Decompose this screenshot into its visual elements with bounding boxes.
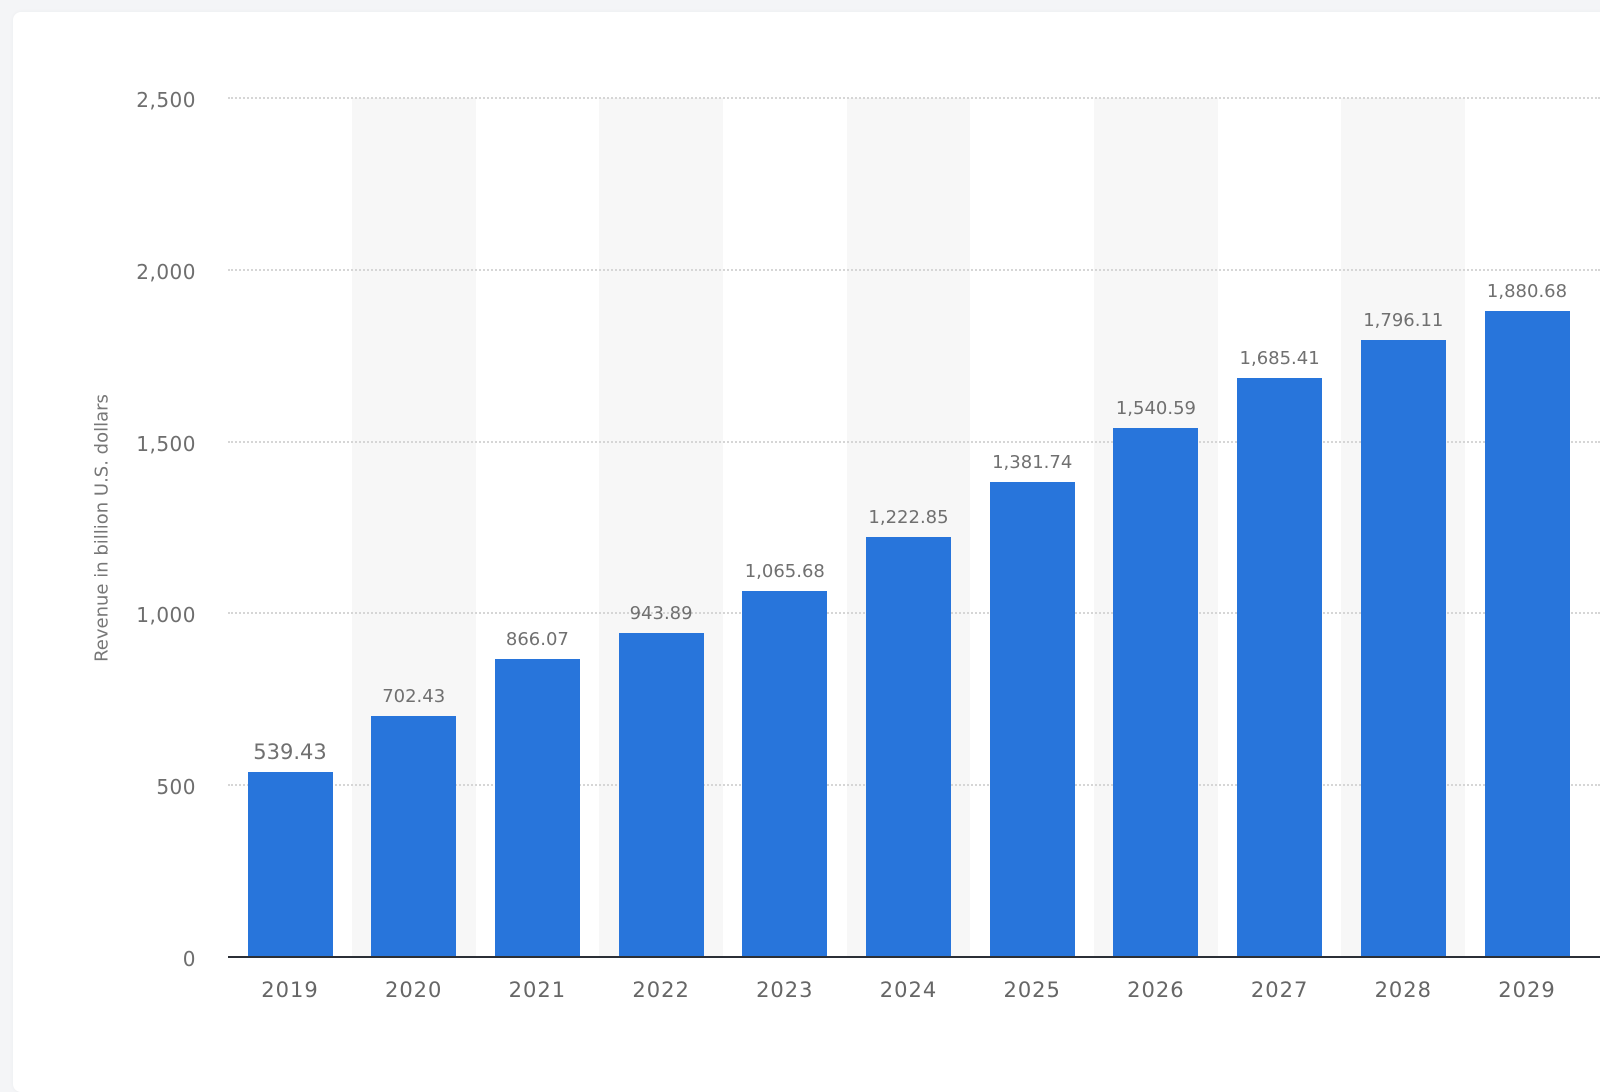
bar-2028[interactable]: [1360, 339, 1446, 957]
x-tick-label: 2019: [261, 978, 319, 1002]
x-tick-label: 2025: [1003, 978, 1061, 1002]
value-label: 1,381.74: [992, 452, 1073, 474]
bar-2024[interactable]: [866, 536, 951, 957]
x-tick-label: 2023: [756, 978, 814, 1002]
y-tick-label: 2,500: [136, 88, 196, 112]
x-axis-line: [228, 956, 1600, 958]
gridline: [228, 268, 1600, 271]
y-tick-label: 2,000: [136, 259, 196, 284]
value-label: 943.89: [629, 602, 693, 624]
bar-2021[interactable]: [494, 659, 580, 957]
value-label: 866.07: [505, 629, 569, 651]
x-tick-label: 2028: [1374, 978, 1433, 1002]
x-tick-label: 2020: [384, 978, 443, 1002]
y-axis-label: Revenue in billion U.S. dollars: [91, 394, 113, 662]
bar-2026[interactable]: [1113, 427, 1199, 957]
value-label: 702.43: [382, 685, 446, 707]
y-tick-label: 500: [156, 775, 196, 800]
value-label: 1,796.11: [1363, 309, 1444, 331]
x-tick-label: 2029: [1498, 978, 1556, 1002]
x-tick-label: 2026: [1127, 978, 1185, 1002]
y-tick-label: 1,000: [136, 603, 196, 628]
gridline: [228, 97, 1600, 99]
x-tick-label: 2027: [1250, 978, 1309, 1002]
value-label: 1,540.59: [1115, 397, 1196, 419]
bar-2023[interactable]: [742, 590, 828, 957]
bar-2022[interactable]: [618, 632, 704, 957]
bar-2025[interactable]: [989, 482, 1075, 957]
bar-chart: Revenue in billion U.S. dollars 0 500 1,00…: [91, 88, 1600, 1002]
value-label: 1,222.85: [868, 506, 949, 528]
gridline: [228, 440, 1600, 443]
y-tick-label: 1,500: [136, 431, 196, 456]
x-tick-label: 2021: [508, 978, 567, 1002]
bar-2019[interactable]: [247, 771, 333, 957]
bar-2020[interactable]: [371, 715, 457, 957]
x-tick-label: 2024: [879, 978, 938, 1002]
value-label: 539.43: [253, 739, 327, 764]
value-label: 1,880.68: [1486, 280, 1568, 302]
value-label: 1,065.68: [744, 560, 825, 582]
x-tick-label: 2022: [632, 978, 690, 1002]
bar-2029[interactable]: [1484, 310, 1570, 957]
y-tick-label: 0: [182, 947, 196, 971]
value-label: 1,685.41: [1239, 347, 1320, 369]
bar-2027[interactable]: [1237, 377, 1323, 957]
